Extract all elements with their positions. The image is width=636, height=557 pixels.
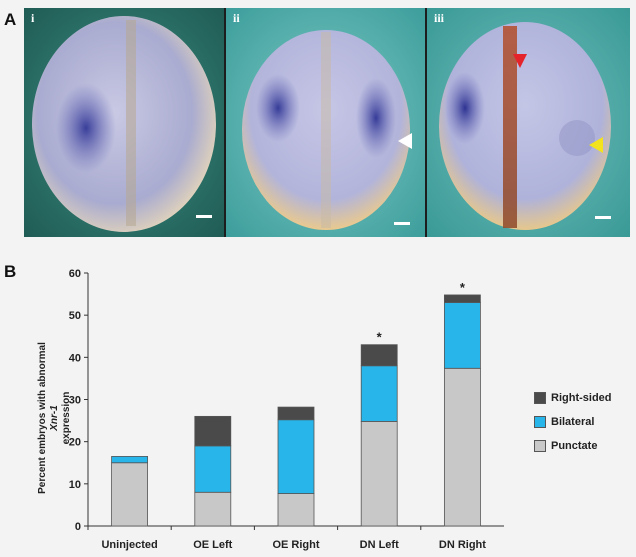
bar-segment-punctate-dn-right xyxy=(443,367,481,527)
white-arrowhead xyxy=(398,133,412,149)
left-expression-domain-iii xyxy=(445,72,485,144)
x-tick-label: DN Left xyxy=(360,539,399,551)
yellow-arrowhead xyxy=(589,137,603,153)
bar-segment-bilateral-oe-left xyxy=(194,445,232,493)
right-expression-domain-ii xyxy=(356,78,396,158)
left-expression-domain-ii xyxy=(256,74,300,142)
bar-segment-punctate-dn-left xyxy=(360,421,398,527)
bar-segment-bilateral-dn-left xyxy=(360,365,398,422)
scale-bar-iii xyxy=(595,216,611,219)
legend-item-bilateral: Bilateral xyxy=(534,410,612,434)
legend-item-punctate: Punctate xyxy=(534,434,612,458)
y-tick-label: 60 xyxy=(69,268,81,280)
red-arrowhead xyxy=(513,54,527,68)
bar-segment-punctate-oe-right xyxy=(277,493,315,527)
stacked-bar-chart: Percent embryos with abnormal Xnr-1 expr… xyxy=(26,260,630,552)
legend-swatch-punctate xyxy=(534,440,546,452)
x-tick-label: Uninjected xyxy=(101,539,157,551)
x-tick-label: OE Left xyxy=(193,539,232,551)
embryo-photo-strip: i ii xyxy=(24,8,630,237)
scale-bar-ii xyxy=(394,222,410,225)
y-tick-label: 30 xyxy=(69,395,81,407)
embryo-photo-i: i xyxy=(24,8,224,237)
photo-label-i: i xyxy=(31,11,35,25)
x-tick-label: DN Right xyxy=(439,539,486,551)
bar-segment-punctate-uninjected xyxy=(111,462,148,527)
y-tick-label: 20 xyxy=(69,437,81,449)
faint-right-expression-iii xyxy=(559,120,595,156)
legend-swatch-right-sided xyxy=(534,392,546,404)
y-axis-title: Percent embryos with abnormal Xnr-1 expr… xyxy=(37,342,72,494)
bar-segment-bilateral-dn-right xyxy=(443,302,481,369)
y-tick-label: 40 xyxy=(69,352,81,364)
embryo-photo-iii: iii xyxy=(427,8,630,237)
x-tick-label: OE Right xyxy=(272,539,319,551)
chart-plot-area: 0 10 20 30 40 50 60 Uninjected OE Left OE Right DN… xyxy=(69,268,504,551)
bar-segment-right-sided-dn-right xyxy=(443,294,481,303)
panel-a-label: A xyxy=(4,10,17,29)
panel-b-label: B xyxy=(4,262,17,281)
photo-label-ii: ii xyxy=(233,11,240,25)
photo-label-iii: iii xyxy=(434,11,445,25)
y-tick-label: 50 xyxy=(69,310,81,322)
legend-item-right-sided: Right-sided xyxy=(534,386,612,410)
legend-swatch-bilateral xyxy=(534,416,546,428)
y-tick-label: 0 xyxy=(75,521,81,533)
legend-label-bilateral: Bilateral xyxy=(551,416,595,428)
embryo-photo-ii: ii xyxy=(226,8,425,237)
bar-segment-punctate-oe-left xyxy=(194,491,232,527)
significance-asterisk: * xyxy=(377,330,383,345)
bar-segment-right-sided-oe-left xyxy=(194,415,232,447)
embryo-i xyxy=(32,16,216,232)
legend-label-punctate: Punctate xyxy=(551,440,598,452)
scale-bar-i xyxy=(196,215,212,218)
chart-legend: Right-sided Bilateral Punctate xyxy=(534,386,612,458)
significance-asterisk: * xyxy=(460,280,466,295)
bar-segment-bilateral-oe-right xyxy=(277,419,315,494)
embryo-iii xyxy=(439,22,611,230)
left-expression-domain-i xyxy=(56,83,116,173)
y-tick-label: 10 xyxy=(69,479,81,491)
bar-segment-right-sided-dn-left xyxy=(360,344,398,367)
bar-segment-bilateral-uninjected xyxy=(111,456,148,464)
legend-label-right-sided: Right-sided xyxy=(551,392,612,404)
bar-segment-right-sided-oe-right xyxy=(277,406,315,421)
